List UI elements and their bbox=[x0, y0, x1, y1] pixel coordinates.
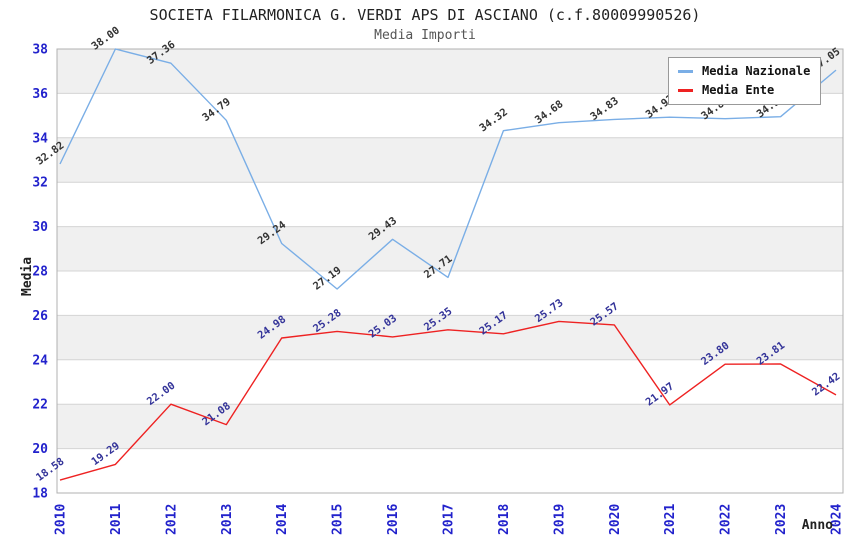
y-tick-label: 32 bbox=[32, 176, 48, 191]
legend-label-media-nazionale: Media Nazionale bbox=[702, 64, 811, 78]
legend-label-media-ente: Media Ente bbox=[702, 83, 775, 97]
x-tick-label: 2016 bbox=[386, 504, 401, 535]
x-tick-label: 2021 bbox=[663, 504, 678, 535]
y-tick-label: 28 bbox=[32, 265, 48, 280]
x-tick-label: 2010 bbox=[54, 504, 69, 535]
x-tick-label: 2020 bbox=[608, 504, 623, 535]
value-label-media-ente: 22.42 bbox=[810, 370, 843, 398]
y-tick-label: 24 bbox=[32, 353, 48, 368]
x-tick-label: 2017 bbox=[442, 504, 457, 535]
series-line-media-ente bbox=[59, 320, 837, 481]
series-line-media-nazionale bbox=[59, 48, 837, 290]
x-tick-label: 2024 bbox=[830, 504, 845, 535]
x-tick-label: 2023 bbox=[774, 504, 789, 535]
y-tick-label: 26 bbox=[32, 309, 48, 324]
y-tick-label: 20 bbox=[32, 442, 48, 457]
x-tick-label: 2012 bbox=[164, 504, 179, 535]
plot-band bbox=[57, 404, 843, 449]
legend: Media Nazionale Media Ente bbox=[668, 57, 822, 105]
y-axis-title: Media bbox=[20, 257, 35, 296]
x-tick-label: 2013 bbox=[220, 504, 235, 535]
y-tick-label: 30 bbox=[32, 220, 48, 235]
plot-band bbox=[57, 137, 843, 183]
y-tick-label: 18 bbox=[32, 487, 48, 502]
legend-item-media-nazionale: Media Nazionale bbox=[678, 64, 810, 78]
media-ente-line-swatch bbox=[678, 88, 693, 92]
x-tick-label: 2019 bbox=[552, 504, 567, 535]
y-tick-label: 38 bbox=[32, 43, 48, 58]
x-tick-label: 2015 bbox=[331, 504, 346, 535]
value-label-media-nazionale: 34.79 bbox=[200, 96, 233, 124]
x-tick-label: 2018 bbox=[497, 504, 512, 535]
x-tick-label: 2014 bbox=[275, 504, 290, 535]
media-nazionale-line-swatch bbox=[678, 69, 693, 73]
x-tick-label: 2011 bbox=[109, 504, 124, 535]
plot-border bbox=[56, 48, 844, 494]
plot-band bbox=[57, 226, 843, 271]
y-tick-label: 36 bbox=[32, 87, 48, 102]
value-label-media-nazionale: 38.00 bbox=[89, 24, 122, 52]
y-tick-label: 22 bbox=[32, 398, 48, 413]
x-axis-title: Anno bbox=[802, 518, 833, 533]
chart-subtitle: Media Importi bbox=[374, 28, 476, 43]
legend-item-media-ente: Media Ente bbox=[678, 83, 810, 97]
y-tick-label: 34 bbox=[32, 131, 48, 146]
value-label-media-ente: 22.00 bbox=[145, 380, 178, 408]
x-tick-label: 2022 bbox=[719, 504, 734, 535]
chart-title: SOCIETA FILARMONICA G. VERDI APS DI ASCI… bbox=[149, 6, 701, 24]
plot-band bbox=[57, 315, 843, 360]
